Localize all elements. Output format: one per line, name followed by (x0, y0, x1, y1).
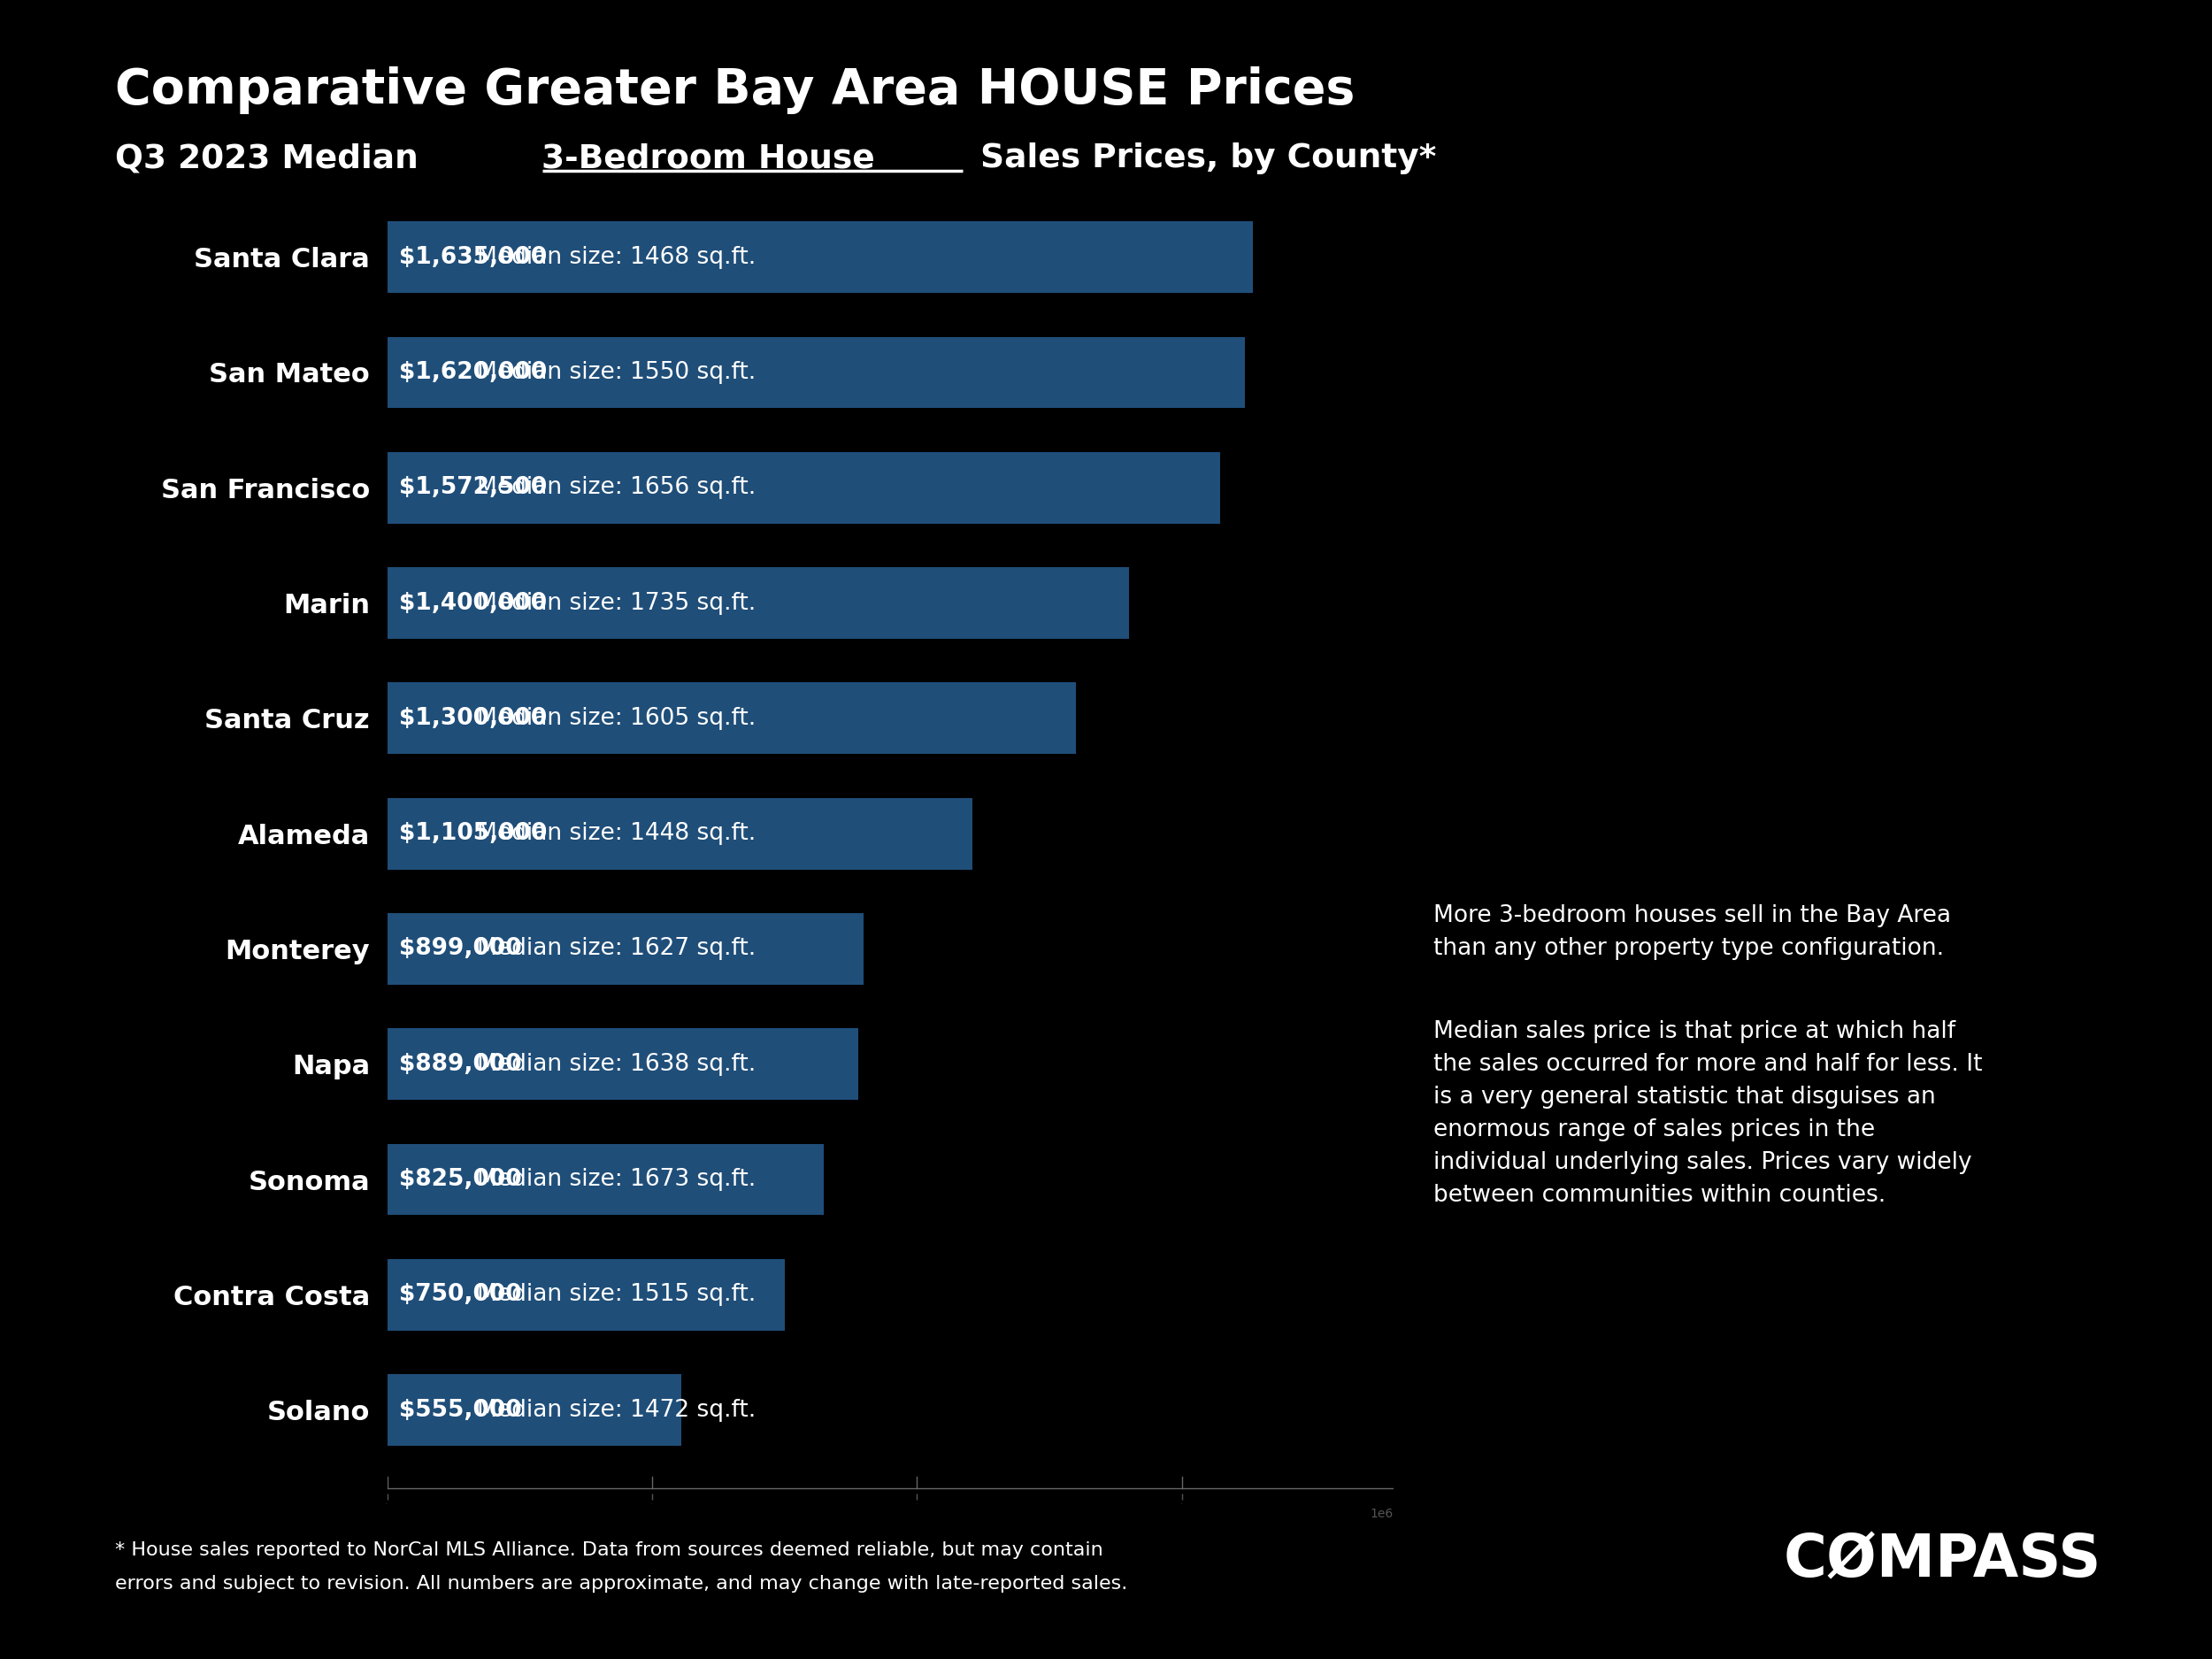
Text: * House sales reported to NorCal MLS Alliance. Data from sources deemed reliable: * House sales reported to NorCal MLS All… (115, 1541, 1104, 1559)
Text: $899,000: $899,000 (398, 937, 522, 961)
Text: Sales Prices, by County*: Sales Prices, by County* (969, 143, 1436, 174)
Bar (387, 1143, 825, 1216)
Bar (387, 1029, 858, 1100)
Text: $1,105,000: $1,105,000 (398, 823, 546, 844)
Text: Median size: 1656 sq.ft.: Median size: 1656 sq.ft. (478, 476, 757, 499)
Text: $1,300,000: $1,300,000 (398, 707, 546, 730)
Bar (387, 337, 1245, 408)
Text: Median size: 1448 sq.ft.: Median size: 1448 sq.ft. (478, 823, 757, 844)
Text: $555,000: $555,000 (398, 1399, 522, 1422)
Text: Median size: 1468 sq.ft.: Median size: 1468 sq.ft. (478, 246, 757, 269)
Text: $1,400,000: $1,400,000 (398, 592, 546, 614)
Bar (387, 221, 1254, 294)
Text: Median size: 1550 sq.ft.: Median size: 1550 sq.ft. (478, 362, 757, 383)
Bar (387, 1374, 681, 1447)
Text: $889,000: $889,000 (398, 1053, 522, 1075)
Bar (387, 912, 863, 985)
Text: 3-Bedroom House: 3-Bedroom House (542, 143, 876, 174)
Text: Q3 2023 Median: Q3 2023 Median (115, 143, 429, 174)
Text: CØMPASS: CØMPASS (1783, 1531, 2101, 1589)
Text: Median size: 1673 sq.ft.: Median size: 1673 sq.ft. (478, 1168, 757, 1191)
Text: errors and subject to revision. All numbers are approximate, and may change with: errors and subject to revision. All numb… (115, 1574, 1128, 1593)
Text: Median size: 1605 sq.ft.: Median size: 1605 sq.ft. (478, 707, 757, 730)
Text: $1,620,000: $1,620,000 (398, 362, 546, 383)
Text: Median size: 1638 sq.ft.: Median size: 1638 sq.ft. (478, 1053, 757, 1075)
Text: Median size: 1735 sq.ft.: Median size: 1735 sq.ft. (478, 592, 757, 614)
Text: Median size: 1515 sq.ft.: Median size: 1515 sq.ft. (478, 1284, 757, 1306)
Text: $1,572,500: $1,572,500 (398, 476, 546, 499)
Text: Comparative Greater Bay Area HOUSE Prices: Comparative Greater Bay Area HOUSE Price… (115, 66, 1356, 114)
Bar (387, 1259, 785, 1331)
Text: Median sales price is that price at which half
the sales occurred for more and h: Median sales price is that price at whic… (1433, 1020, 1982, 1208)
Text: More 3-bedroom houses sell in the Bay Area
than any other property type configur: More 3-bedroom houses sell in the Bay Ar… (1433, 904, 1951, 961)
Bar (387, 682, 1075, 755)
Bar (387, 451, 1221, 524)
Bar (387, 798, 973, 869)
Text: $825,000: $825,000 (398, 1168, 522, 1191)
Bar (387, 567, 1128, 639)
Text: $750,000: $750,000 (398, 1284, 522, 1306)
Text: Median size: 1627 sq.ft.: Median size: 1627 sq.ft. (478, 937, 757, 961)
Text: $1,635,000: $1,635,000 (398, 246, 546, 269)
Text: Median size: 1472 sq.ft.: Median size: 1472 sq.ft. (478, 1399, 757, 1422)
